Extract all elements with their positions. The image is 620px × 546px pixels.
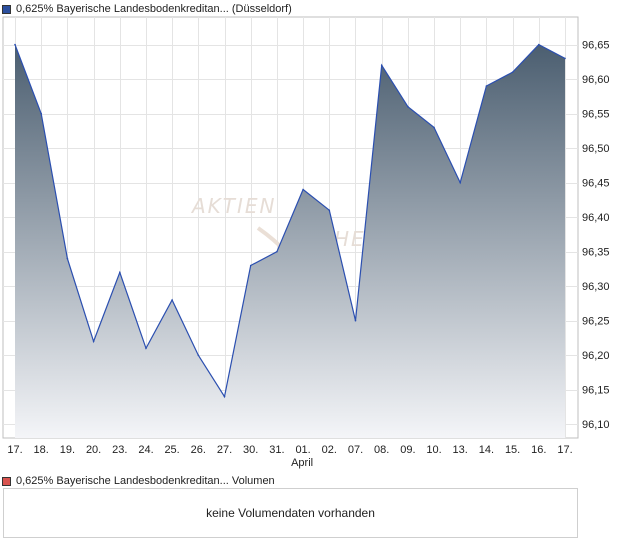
x-tick-label: 25.: [164, 444, 179, 456]
y-tick-label: 96,60: [582, 74, 610, 86]
y-tick-label: 96,25: [582, 316, 610, 328]
x-tick-label: 23.: [112, 444, 127, 456]
price-legend-swatch: [2, 4, 11, 14]
data-point: [223, 395, 226, 398]
y-tick-label: 96,20: [582, 350, 610, 362]
y-tick-label: 96,65: [582, 40, 610, 52]
x-tick-label: 10.: [426, 444, 441, 456]
x-tick-label: 31.: [269, 444, 284, 456]
x-month-label: April: [291, 457, 313, 469]
data-point: [40, 112, 42, 115]
y-tick-label: 96,30: [582, 281, 610, 293]
price-area-series: [14, 43, 566, 438]
y-tick-label: 96,50: [582, 143, 610, 155]
y-tick-label: 96,15: [582, 385, 610, 397]
data-point: [197, 354, 200, 357]
data-point: [171, 299, 173, 301]
x-tick-label: 08.: [374, 444, 389, 456]
volume-empty-message: keine Volumendaten vorhanden: [206, 506, 375, 520]
x-tick-label: 14.: [479, 444, 494, 456]
volume-legend-swatch: [2, 476, 11, 486]
x-tick-label: 20.: [86, 444, 101, 456]
y-tick-label: 96,10: [582, 419, 610, 431]
data-point: [14, 43, 16, 46]
y-axis: 96,10 96,15 96,20 96,25 96,30 96,35 96,40 96,45…: [582, 40, 610, 432]
data-point: [145, 347, 147, 350]
data-point: [380, 64, 383, 67]
x-tick-label: 30.: [243, 444, 258, 456]
x-tick-label: 17.: [7, 444, 22, 456]
data-point: [407, 105, 409, 108]
x-tick-label: 27.: [217, 444, 232, 456]
price-legend-label: 0,625% Bayerische Landesbodenkreditan...…: [16, 3, 292, 15]
y-tick-label: 96,55: [582, 109, 610, 121]
volume-legend: 0,625% Bayerische Landesbodenkreditan...…: [2, 474, 275, 488]
x-tick-label: 24.: [138, 444, 153, 456]
data-point: [92, 340, 95, 343]
data-point: [276, 250, 278, 253]
x-tick-label: 07.: [348, 444, 363, 456]
x-tick-label: 09.: [400, 444, 415, 456]
data-point: [119, 271, 121, 274]
x-tick-label: 17.: [557, 444, 572, 456]
y-tick-label: 96,40: [582, 212, 610, 224]
y-tick-label: 96,35: [582, 247, 610, 259]
data-point: [249, 264, 252, 267]
x-tick-label: 02.: [322, 444, 337, 456]
price-line: [14, 43, 566, 399]
x-tick-label: 16.: [531, 444, 546, 456]
x-tick-label: 26.: [191, 444, 206, 456]
volume-panel: keine Volumendaten vorhanden: [3, 488, 578, 538]
data-point: [564, 57, 566, 60]
data-point: [511, 71, 514, 73]
price-area-fill: [15, 44, 565, 438]
x-tick-label: 15.: [505, 444, 520, 456]
x-tick-label: 13.: [453, 444, 468, 456]
data-point: [66, 257, 69, 260]
x-axis: 17. 18. 19. 20. 23. 24. 25. 26. 27. 30. 31. 01. 02. 0…: [7, 444, 572, 469]
data-point: [328, 209, 331, 211]
y-tick-label: 96,45: [582, 178, 610, 190]
data-point: [302, 188, 304, 191]
x-tick-label: 19.: [60, 444, 75, 456]
watermark-text: AKTIEN: [190, 194, 277, 218]
data-point: [485, 85, 488, 87]
x-tick-label: 18.: [34, 444, 49, 456]
price-legend: 0,625% Bayerische Landesbodenkreditan...…: [2, 2, 292, 16]
data-point: [433, 126, 435, 129]
data-point: [538, 43, 540, 46]
x-tick-label: 01.: [295, 444, 310, 456]
data-point: [459, 181, 462, 184]
volume-legend-label: 0,625% Bayerische Landesbodenkreditan...…: [16, 475, 275, 487]
price-chart: AKTIEN CHECK 96,1096,1596,2096,2596,3096…: [2, 16, 610, 469]
data-point: [354, 319, 357, 322]
